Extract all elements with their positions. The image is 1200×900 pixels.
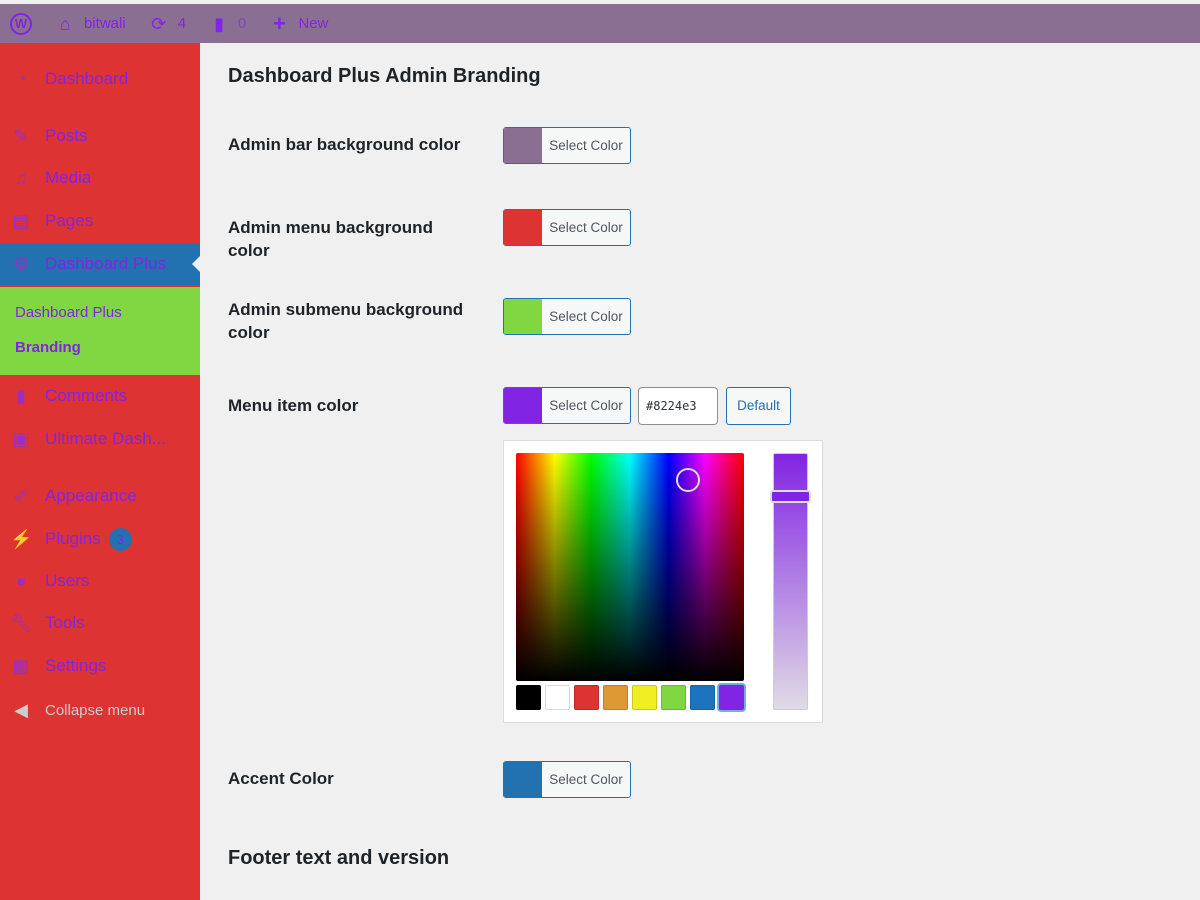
menu-ultimate-dashboard[interactable]: ▣ Ultimate Dash... (0, 418, 200, 460)
home-icon: ⌂ (59, 13, 71, 34)
comment-icon: ▮ (16, 386, 26, 406)
menu-label: Collapse menu (45, 701, 146, 719)
menu-dashboard[interactable]: ◔ Dashboard (0, 58, 200, 100)
menu-label: Ultimate Dash... (45, 429, 166, 448)
menu-plugins[interactable]: ⚡ Plugins 3 (0, 518, 200, 560)
submenu-dashboard-plus[interactable]: Dashboard Plus (15, 304, 122, 321)
pages-icon: ▤ (12, 211, 30, 231)
user-icon: ● (15, 571, 27, 591)
field-label: Menu item color (228, 396, 359, 415)
page-title: Dashboard Plus Admin Branding (228, 65, 541, 87)
palette-orange[interactable] (603, 685, 628, 710)
select-color-label: Select Color (542, 210, 630, 245)
select-color-label: Select Color (542, 299, 630, 334)
color-square[interactable] (516, 453, 744, 681)
brush-icon: ✐ (13, 486, 29, 506)
menu-label: Appearance (45, 486, 137, 505)
select-color-label: Select Color (542, 388, 630, 423)
settings-icon: ▩ (12, 656, 30, 676)
new-link[interactable]: + New (268, 10, 329, 36)
color-swatch (504, 388, 542, 423)
updates-count: 4 (177, 15, 187, 32)
menu-tools[interactable]: 🔧︎ Tools (0, 602, 200, 644)
gallery-icon: ▣ (12, 429, 30, 449)
palette-blue[interactable] (690, 685, 715, 710)
field-label: Admin submenu background color (228, 300, 464, 342)
select-color-label: Select Color (542, 128, 630, 163)
menu-item-color-button[interactable]: Select Color (503, 387, 631, 424)
menu-media[interactable]: ♫ Media (0, 157, 200, 199)
accent-color-button[interactable]: Select Color (503, 761, 631, 798)
plugin-icon: ⚡ (10, 529, 33, 549)
lightness-slider[interactable] (770, 453, 811, 710)
admin-bar-color-button[interactable]: Select Color (503, 127, 631, 164)
field-label: Admin menu background color (228, 218, 433, 260)
media-icon: ♫ (14, 168, 28, 188)
dashboard-icon: ◔ (15, 69, 27, 89)
admin-bar: W ⌂ bitwali ⟳ 4 ▮ 0 + New (0, 4, 1200, 43)
color-handle[interactable] (676, 468, 700, 492)
menu-label: Posts (45, 126, 88, 145)
menu-users[interactable]: ● Users (0, 560, 200, 602)
wp-logo[interactable]: W (10, 12, 32, 35)
admin-menu-color-button[interactable]: Select Color (503, 209, 631, 246)
gear-icon: ⚙ (12, 254, 30, 274)
color-swatch (504, 299, 542, 334)
admin-submenu-color-button[interactable]: Select Color (503, 298, 631, 335)
color-swatch (504, 128, 542, 163)
plugins-badge: 3 (108, 527, 132, 551)
plus-icon: + (272, 10, 286, 36)
palette-black[interactable] (516, 685, 541, 710)
palette-green[interactable] (661, 685, 686, 710)
select-color-label: Select Color (542, 762, 630, 797)
collapse-icon: ◀ (14, 700, 28, 720)
menu-pages[interactable]: ▤ Pages (0, 200, 200, 242)
wordpress-icon: W (10, 12, 32, 35)
footer-section-title: Footer text and version (228, 847, 450, 869)
submenu-branding[interactable]: Branding (15, 339, 81, 356)
updates-icon: ⟳ (151, 13, 167, 34)
color-swatch (504, 762, 542, 797)
menu-dashboard-plus[interactable]: ⚙ Dashboard Plus (0, 243, 200, 285)
palette-yellow[interactable] (632, 685, 657, 710)
wrench-icon: 🔧︎ (10, 613, 33, 633)
comments-count: 0 (238, 15, 247, 32)
pin-icon: ✎ (13, 126, 29, 146)
menu-label: Dashboard (45, 69, 129, 88)
menu-label: Dashboard Plus (45, 254, 166, 273)
menu-label: Settings (45, 656, 107, 675)
menu-label: Users (45, 571, 90, 590)
palette-red[interactable] (574, 685, 599, 710)
menu-settings[interactable]: ▩ Settings (0, 645, 200, 687)
menu-label: Plugins (45, 529, 101, 548)
menu-posts[interactable]: ✎ Posts (0, 115, 200, 157)
comment-icon: ▮ (214, 13, 224, 34)
site-link[interactable]: ⌂ bitwali (54, 13, 126, 35)
comments-link[interactable]: ▮ 0 (208, 13, 246, 35)
color-picker (503, 440, 823, 723)
palette-white[interactable] (545, 685, 570, 710)
collapse-menu[interactable]: ◀ Collapse menu (0, 689, 200, 731)
new-label: New (298, 15, 329, 32)
default-button[interactable]: Default (726, 387, 791, 425)
palette-purple[interactable] (719, 685, 744, 710)
field-label: Accent Color (228, 769, 334, 788)
menu-appearance[interactable]: ✐ Appearance (0, 475, 200, 517)
menu-comments[interactable]: ▮ Comments (0, 375, 200, 417)
menu-label: Pages (45, 211, 94, 230)
submenu: Dashboard Plus Branding (0, 287, 200, 375)
updates-link[interactable]: ⟳ 4 (148, 13, 186, 35)
menu-label: Comments (45, 386, 128, 405)
hex-input[interactable]: #8224e3 (638, 387, 718, 425)
menu-label: Tools (45, 613, 85, 632)
menu-label: Media (45, 168, 92, 187)
slider-knob[interactable] (770, 490, 811, 503)
color-swatch (504, 210, 542, 245)
site-name: bitwali (84, 15, 126, 32)
field-label: Admin bar background color (228, 135, 461, 154)
admin-menu: ◔ Dashboard ✎ Posts ♫ Media ▤ Pages ⚙ Dashboa… (0, 43, 200, 900)
